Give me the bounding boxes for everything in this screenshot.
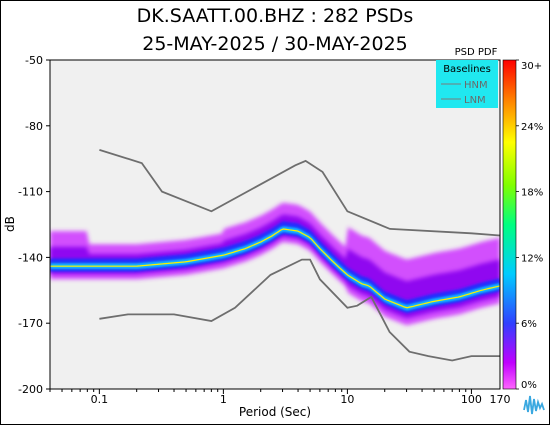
plot-border xyxy=(49,59,501,390)
x-axis: 0.1 1 10 100 170 xyxy=(49,389,511,406)
mode-curve xyxy=(50,228,500,309)
colorbar-title: PSD PDF xyxy=(455,47,498,58)
y-axis-title: dB xyxy=(3,216,17,232)
colorbar-tick-label: 0% xyxy=(521,380,537,391)
chart-subtitle: 25-MAY-2025 / 30-MAY-2025 xyxy=(142,33,408,55)
y-axis: -50 -80 -110 -140 -170 -200 xyxy=(18,54,50,396)
colorbar-tick-label: 18% xyxy=(521,188,543,199)
density-band-mid xyxy=(50,214,500,319)
y-tick-label: -200 xyxy=(18,383,43,396)
hnm-baseline-line xyxy=(99,149,500,237)
x-tick-label: 170 xyxy=(490,393,511,406)
baselines-legend: PSD PDF Baselines HNM LNM xyxy=(436,47,498,108)
baseline-layer xyxy=(99,149,500,362)
y-tick-label: -170 xyxy=(18,317,43,330)
x-tick-label: 10 xyxy=(340,393,354,406)
y-tick-label: -80 xyxy=(25,120,43,133)
seismic-logo xyxy=(523,395,545,415)
legend-hnm-label: HNM xyxy=(464,80,488,91)
colorbar: 30+ 24% 18% 12% 6% 0% xyxy=(502,59,543,391)
y-tick-label: -50 xyxy=(25,54,43,67)
y-tick-label: -110 xyxy=(18,186,43,199)
legend-title: Baselines xyxy=(443,64,491,75)
x-tick-label: 1 xyxy=(220,393,227,406)
lnm-baseline-line xyxy=(99,258,500,362)
colorbar-tick-label: 12% xyxy=(521,253,543,264)
chart-title: DK.SAATT.00.BHZ : 282 PSDs xyxy=(136,5,414,27)
psd-density-layer xyxy=(50,202,500,326)
colorbar-tick-label: 24% xyxy=(521,122,543,133)
x-tick-label: 100 xyxy=(461,393,482,406)
colorbar-tick-label: 30+ xyxy=(521,61,542,72)
colorbar-scale xyxy=(502,59,517,390)
colorbar-tick-label: 6% xyxy=(521,319,537,330)
x-tick-label: 0.1 xyxy=(91,393,109,406)
legend-lnm-label: LNM xyxy=(464,95,486,106)
x-axis-title: Period (Sec) xyxy=(239,405,311,419)
y-tick-label: -140 xyxy=(18,251,43,264)
density-band-peak xyxy=(50,226,500,311)
